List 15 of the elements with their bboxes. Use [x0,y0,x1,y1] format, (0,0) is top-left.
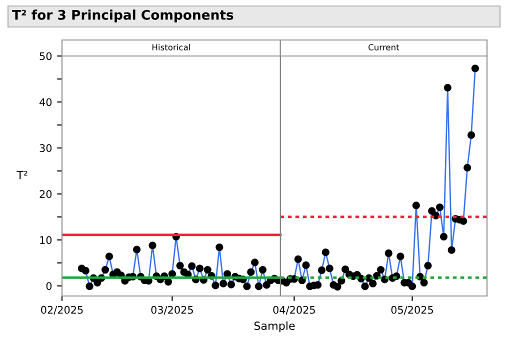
text: Current [368,44,400,50]
y-tick-label: 20 [40,190,52,198]
chart-title: T² for 3 Principal Components [12,10,234,22]
x-tick-label: 02/2025 [41,306,83,315]
y-tick-label: 10 [40,236,52,244]
y-tick-label: 0 [46,282,52,290]
y-tick-label: 50 [40,52,52,60]
y-tick-label: 40 [40,98,52,106]
x-tick-label: 03/2025 [151,306,193,315]
x-tick-label: 04/2025 [273,306,315,315]
x-tick-label: 05/2025 [391,306,433,315]
text: Historical [152,44,190,50]
y-tick-label: 30 [40,144,52,152]
x-axis-title: Sample [254,321,295,332]
y-axis-title: T² [16,170,28,180]
